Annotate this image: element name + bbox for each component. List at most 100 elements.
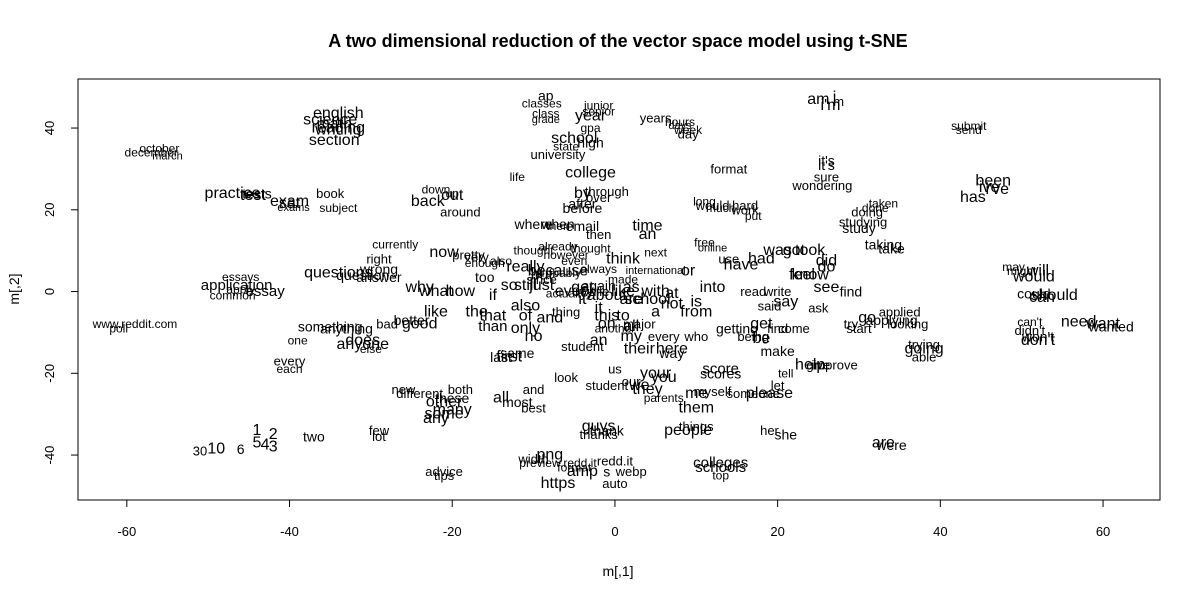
word-point: she — [774, 427, 797, 443]
word-point: not — [661, 295, 684, 312]
word-point: over — [586, 190, 612, 205]
word-point: wondering — [791, 178, 852, 193]
word-point: want — [1085, 316, 1120, 333]
word-point: why — [404, 279, 433, 296]
word-point: anything — [320, 320, 373, 336]
word-point: them — [678, 400, 714, 417]
word-point: already — [538, 240, 577, 254]
x-tick-label: 60 — [1096, 524, 1110, 539]
word-point: school — [551, 130, 597, 147]
word-point: like — [611, 283, 635, 300]
word-point: days — [668, 120, 692, 132]
word-point: most — [502, 394, 532, 410]
word-point: use — [718, 251, 739, 266]
word-point: if — [489, 287, 498, 304]
word-point: me — [685, 385, 707, 402]
word-point: come — [778, 321, 810, 336]
word-point: know — [792, 267, 830, 284]
word-point: it's — [818, 153, 835, 169]
word-point: while — [579, 284, 610, 299]
word-point: won't — [1021, 329, 1054, 345]
word-point: lot — [372, 429, 386, 444]
word-point: student — [561, 339, 604, 354]
word-point: about — [587, 287, 628, 304]
word-point: being — [737, 329, 769, 344]
word-point: m — [833, 94, 844, 109]
word-point: done — [862, 201, 889, 215]
word-point: am — [807, 91, 829, 108]
word-point: parents — [644, 391, 684, 405]
word-point: writing — [314, 122, 361, 139]
x-axis: -60 -40 -20 0 20 40 60 — [117, 500, 1110, 539]
word-point: back — [411, 193, 446, 210]
word-point: what — [418, 283, 453, 300]
word-point: through — [585, 184, 629, 199]
y-axis: -40 -20 0 20 40 — [42, 121, 78, 464]
word-point: where — [514, 216, 553, 232]
word-point: people — [664, 422, 712, 439]
word-point: after — [568, 196, 596, 212]
word-point: hard — [732, 198, 758, 213]
word-point: really — [506, 259, 544, 276]
word-point: redd.it — [597, 454, 634, 469]
word-point: doing — [851, 204, 883, 219]
word-point: something — [298, 318, 363, 334]
word-point: practice — [205, 185, 261, 202]
word-point: thanks — [580, 427, 619, 442]
word-point: here — [656, 340, 688, 357]
word-point: made — [608, 272, 638, 286]
word-point: could — [1017, 286, 1050, 302]
word-point: every — [274, 354, 306, 369]
word-point: top — [712, 468, 729, 482]
word-point: i — [833, 89, 837, 106]
word-point: things — [679, 419, 714, 434]
word-point: submit — [951, 119, 987, 133]
word-point: 10 — [207, 440, 225, 457]
word-point: before — [563, 200, 603, 216]
word-point: think — [606, 250, 641, 267]
word-point: thought — [571, 242, 612, 256]
word-point: because — [528, 263, 589, 280]
word-point: also — [490, 254, 512, 268]
word-point: another — [595, 321, 636, 335]
word-point: need — [1061, 314, 1097, 331]
word-point: good — [402, 316, 438, 333]
word-point: many — [433, 402, 472, 419]
word-point: taken — [869, 197, 898, 211]
word-point: however — [543, 248, 588, 262]
word-point: had — [748, 250, 775, 267]
word-point: college — [565, 165, 616, 182]
word-point: too — [475, 269, 495, 285]
word-point: actually — [546, 287, 587, 301]
word-point: get — [571, 279, 594, 296]
word-point: december — [125, 146, 178, 160]
word-point: thought — [514, 244, 555, 258]
word-point: put — [745, 209, 762, 223]
word-point: may — [1002, 260, 1025, 274]
word-point: both — [448, 382, 473, 397]
word-point: or — [681, 263, 696, 280]
word-point: i've — [986, 181, 1010, 198]
word-point: would — [1012, 269, 1055, 286]
word-point: first — [496, 348, 522, 365]
word-point: help — [795, 357, 825, 374]
word-point: as — [623, 279, 640, 296]
x-tick-label: -40 — [280, 524, 299, 539]
word-point: 6 — [237, 441, 245, 457]
plot-frame — [77, 78, 1161, 501]
word-point: said — [758, 298, 782, 313]
word-point: up — [446, 186, 460, 200]
word-point: then — [586, 227, 611, 242]
word-point: write — [763, 284, 791, 299]
word-point: years — [640, 110, 672, 125]
word-point: down — [422, 182, 451, 196]
word-point: poll — [109, 321, 128, 335]
word-point: always — [580, 262, 617, 276]
word-point: send — [956, 123, 982, 137]
word-point: all — [493, 389, 509, 406]
word-point: us — [608, 362, 622, 377]
word-point: other — [426, 393, 463, 410]
word-point: bad — [376, 317, 398, 332]
word-point: studying — [839, 215, 887, 230]
